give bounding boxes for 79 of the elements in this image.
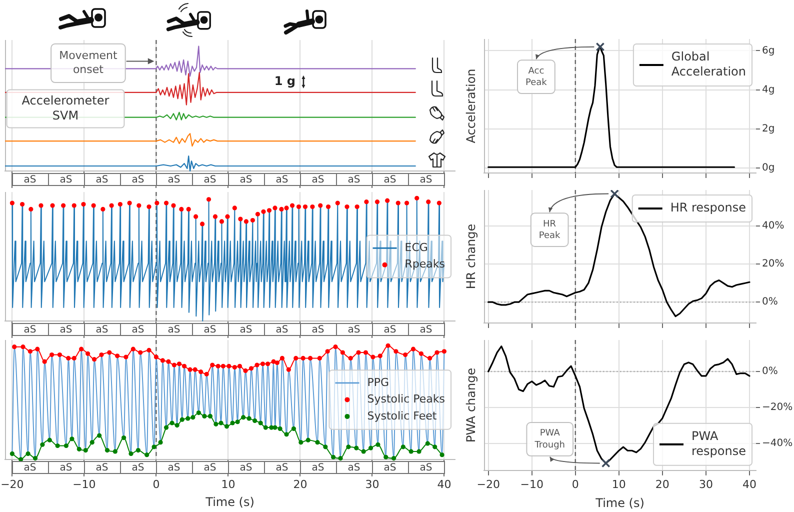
legend-label: Rpeaks — [404, 258, 446, 271]
text: aS — [420, 324, 432, 336]
text: aS — [132, 324, 144, 336]
text: aS — [384, 174, 396, 186]
x-tick-label: 10 — [612, 478, 626, 491]
y-tick-label: −20% — [762, 402, 793, 414]
y-tick-label: 4g — [762, 84, 775, 96]
x-axis-title: Time (s) — [204, 494, 254, 509]
y-axis-title: PWA change — [464, 368, 478, 443]
text: aS — [24, 174, 36, 186]
text: aS — [204, 462, 216, 474]
y-tick-label: 20% — [762, 258, 784, 270]
text: aS — [132, 174, 144, 186]
x-tick-label: 10 — [221, 478, 236, 491]
x-tick-label: 0 — [572, 478, 579, 491]
annotation: HR Peak — [538, 219, 562, 241]
legend-label: PWA response — [691, 429, 746, 458]
text: aS — [312, 324, 324, 336]
x-tick-label: −10 — [72, 478, 96, 491]
text: aS — [240, 174, 252, 186]
text: aS — [420, 462, 432, 474]
x-tick-label: 0 — [152, 478, 160, 491]
legend-label: ECG — [404, 240, 428, 254]
text: aS — [96, 462, 108, 474]
annotation: Acc Peak — [526, 66, 548, 88]
x-tick-label: −20 — [476, 478, 500, 491]
text: aS — [132, 462, 144, 474]
text: aS — [312, 174, 324, 186]
text: aS — [24, 324, 36, 336]
x-tick-label: 20 — [655, 478, 670, 491]
text: aS — [60, 174, 72, 186]
text: aS — [276, 462, 288, 474]
text: aS — [240, 462, 252, 474]
legend-label: HR response — [670, 200, 746, 215]
y-tick-label: 0g — [762, 162, 775, 174]
legend-label: Global Acceleration — [671, 50, 746, 79]
annotation: 1 g — [274, 74, 296, 88]
x-tick-label: 30 — [365, 478, 380, 491]
annotation: Accelerometer SVM — [22, 93, 110, 122]
text: aS — [168, 462, 180, 474]
text: aS — [24, 462, 36, 474]
y-tick-label: 6g — [762, 45, 775, 56]
y-tick-label: 0% — [762, 366, 778, 378]
text: aS — [240, 324, 252, 336]
text: aS — [60, 462, 72, 474]
x-tick-label: 40 — [437, 478, 452, 491]
text: aS — [60, 324, 72, 336]
x-tick-label: 30 — [698, 478, 713, 491]
annotation: PWA Trough — [534, 428, 566, 450]
x-tick-label: −20 — [0, 478, 24, 491]
text: aS — [384, 324, 396, 336]
legend-label: Systolic Feet — [367, 409, 438, 422]
text: aS — [96, 174, 108, 186]
text: aS — [204, 174, 216, 186]
text: aS — [276, 324, 288, 336]
y-axis-title: Acceleration — [464, 68, 478, 144]
text: aS — [276, 174, 288, 186]
y-axis-title: HR change — [464, 224, 478, 290]
y-tick-label: 0% — [762, 296, 778, 308]
y-tick-label: 40% — [762, 220, 784, 232]
text: aS — [348, 324, 360, 336]
x-tick-label: 40 — [742, 478, 756, 491]
text: aS — [348, 462, 360, 474]
text: aS — [204, 324, 216, 336]
x-tick-label: −10 — [520, 478, 544, 491]
text: aS — [96, 324, 108, 336]
text: aS — [348, 174, 360, 186]
text: aS — [168, 324, 180, 336]
text: aS — [420, 174, 432, 186]
x-axis-title: Time (s) — [594, 496, 644, 510]
annotation: Movement onset — [59, 48, 118, 76]
text: aS — [168, 174, 180, 186]
x-tick-label: 20 — [293, 478, 308, 491]
text: aS — [384, 462, 396, 474]
y-tick-label: 2g — [762, 124, 775, 135]
legend-label: PPG — [367, 376, 390, 389]
y-tick-label: −40% — [762, 438, 793, 450]
legend-label: Systolic Peaks — [367, 392, 446, 406]
text: aS — [312, 462, 324, 474]
